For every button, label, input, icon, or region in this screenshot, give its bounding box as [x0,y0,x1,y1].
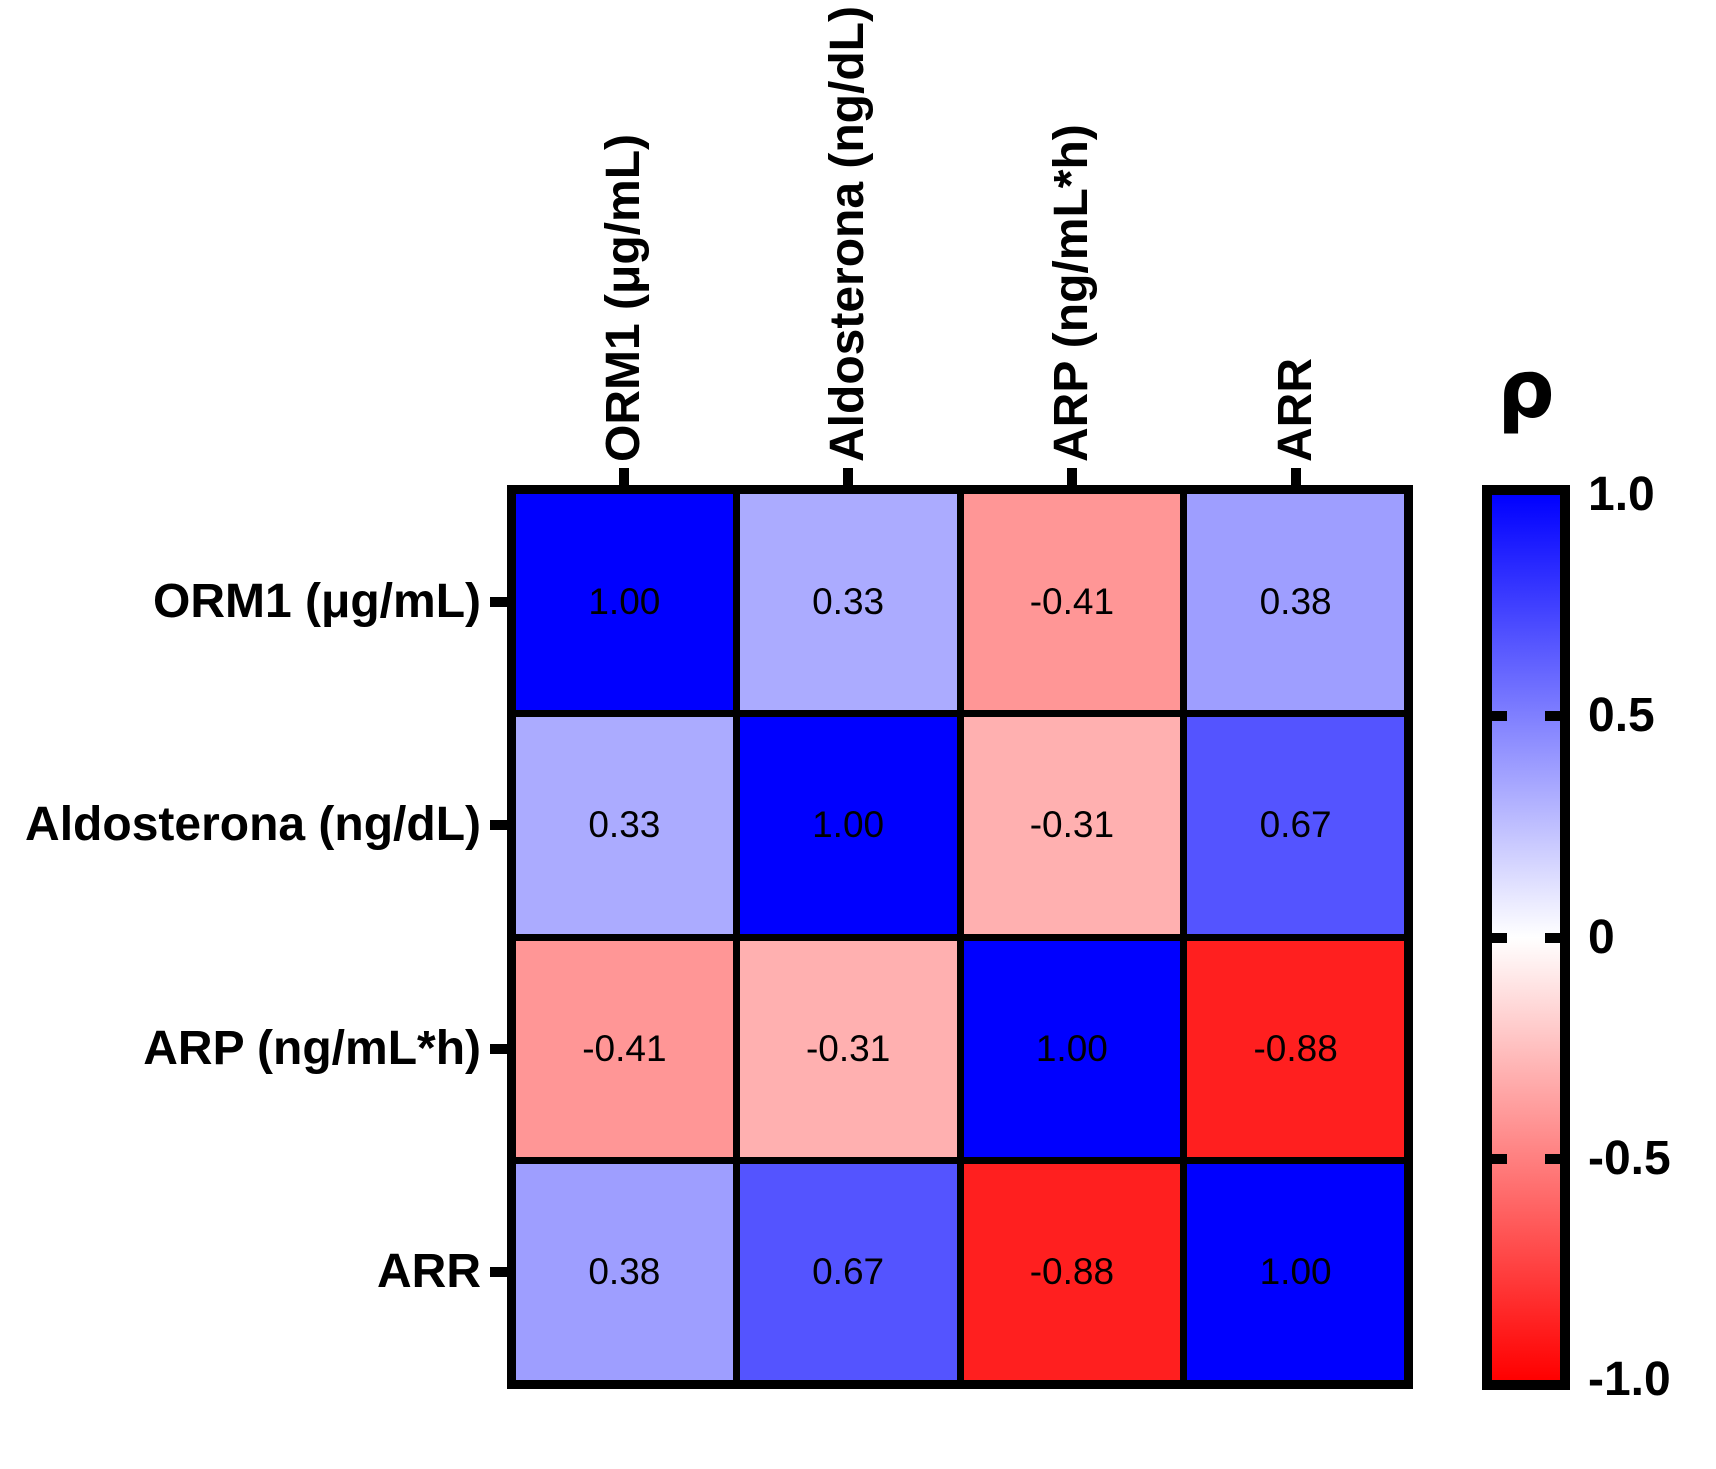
heatmap-cell-r3c0: 0.38 [516,1163,733,1380]
col-label-0: ORM1 (μg/mL) [597,133,651,462]
col-label-1: Aldosterona (ng/dL) [821,6,875,462]
cell-value: 1.00 [1035,1027,1108,1069]
row-label-2: ARP (ng/mL*h) [143,1021,481,1075]
colorbar-tick-label-4: -1.0 [1588,1353,1671,1406]
heatmap-cell-r3c3: 1.00 [1187,1163,1404,1380]
heatmap-cell-r2c1: -0.31 [739,940,957,1157]
colorbar-tick-label-2: 0 [1588,910,1615,964]
colorbar-tick-label-3: -0.5 [1588,1131,1671,1185]
cell-value: -0.88 [1253,1027,1338,1069]
col-label-3: ARR [1268,358,1322,462]
row-tick-mark [490,820,507,831]
col-tick-mark [1290,468,1301,485]
colorbar-tick-notch [1545,1153,1560,1164]
heatmap-cell-r3c1: 0.67 [739,1163,957,1380]
cell-value: 1.00 [588,581,661,623]
heatmap-cell-r1c3: 0.67 [1187,717,1404,934]
cell-value: -0.31 [1029,804,1115,846]
heatmap-cell-r1c2: -0.31 [963,717,1181,934]
cell-value: 0.38 [588,1250,661,1292]
colorbar-tick-notch [1492,711,1507,722]
row-tick-mark [490,597,507,608]
row-label-1: Aldosterona (ng/dL) [25,798,481,852]
heatmap-cell-r0c0: 1.00 [516,494,733,711]
colorbar-title: ρ [1497,343,1555,436]
heatmap-cell-r2c0: -0.41 [516,940,733,1157]
col-label-2: ARP (ng/mL*h) [1044,124,1098,462]
col-tick-mark [1066,468,1077,485]
colorbar-tick-notch [1492,932,1507,943]
heatmap-grid: 1.00 0.33 -0.41 0.38 0.33 1.00 -0.31 0.67 -0.41 -… [507,485,1413,1389]
col-tick-mark [843,468,854,485]
cell-value: -0.41 [582,1027,667,1069]
cell-value: 0.38 [1259,581,1332,623]
cell-value: -0.41 [1029,581,1115,623]
row-tick-mark [490,1043,507,1054]
colorbar-tick-label-0: 1.0 [1588,468,1655,521]
cell-value: -0.31 [805,1027,891,1069]
colorbar-tick-label-1: 0.5 [1588,689,1655,743]
heatmap-cell-r3c2: -0.88 [963,1163,1181,1380]
cell-value: 0.33 [812,581,885,623]
cell-value: 1.00 [1259,1250,1332,1292]
row-label-0: ORM1 (μg/mL) [152,575,481,629]
heatmap-cell-r0c2: -0.41 [963,494,1181,711]
col-tick-mark [619,468,630,485]
heatmap-cell-r2c2: 1.00 [963,940,1181,1157]
cell-value: 0.67 [812,1250,885,1292]
colorbar [1482,485,1570,1390]
row-label-3: ARR [377,1244,481,1298]
cell-value: 0.33 [588,804,661,846]
colorbar-tick-notch [1545,932,1560,943]
colorbar-tick-notch [1545,711,1560,722]
cell-value: -0.88 [1029,1250,1115,1292]
cell-value: 1.00 [812,804,885,846]
heatmap-cell-r0c1: 0.33 [739,494,957,711]
row-tick-mark [490,1266,507,1277]
colorbar-tick-notch [1492,1153,1507,1164]
heatmap-cell-r1c1: 1.00 [739,717,957,934]
cell-value: 0.67 [1259,804,1332,846]
heatmap-cell-r2c3: -0.88 [1187,940,1404,1157]
heatmap-cell-r0c3: 0.38 [1187,494,1404,711]
heatmap-cell-r1c0: 0.33 [516,717,733,934]
